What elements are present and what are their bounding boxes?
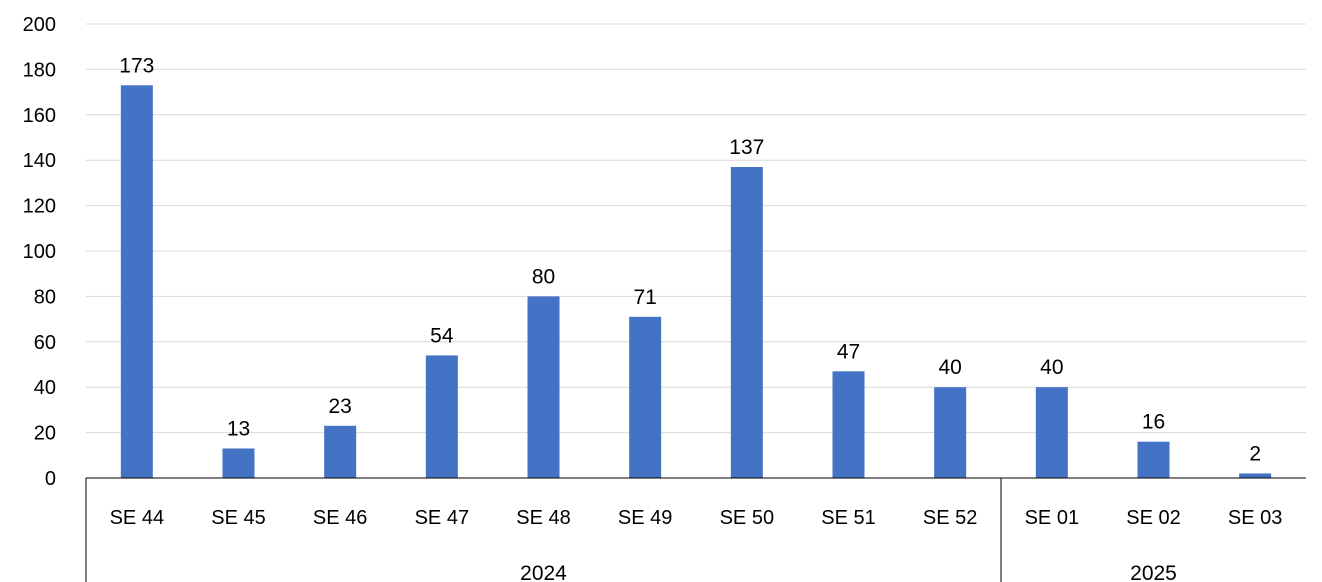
x-tick-label: SE 48 (516, 507, 570, 529)
data-label: 71 (633, 286, 656, 309)
data-label: 16 (1142, 411, 1165, 434)
x-tick-label: SE 49 (618, 507, 672, 529)
y-tick-label: 140 (23, 150, 56, 172)
data-labels: 173 13 23 54 80 71 137 47 40 40 16 2 (119, 54, 1261, 465)
bar (1239, 473, 1272, 478)
y-tick-label: 200 (23, 14, 56, 36)
data-label: 40 (1040, 356, 1063, 379)
bar (1137, 441, 1170, 478)
x-tick-label: SE 51 (821, 507, 875, 529)
data-label: 40 (938, 356, 961, 379)
bar (527, 296, 560, 478)
y-tick-label: 160 (23, 105, 56, 127)
x-axis-groups: 2024 2025 (520, 562, 1177, 582)
y-tick-label: 120 (23, 196, 56, 218)
y-tick-label: 0 (45, 468, 56, 490)
bar (425, 355, 458, 478)
bar (222, 448, 255, 478)
data-label: 137 (729, 136, 764, 159)
gridlines (86, 23, 1306, 434)
data-label: 80 (532, 265, 555, 288)
x-tick-label: SE 44 (110, 507, 164, 529)
x-tick-label: SE 50 (720, 507, 774, 529)
y-tick-label: 40 (34, 377, 56, 399)
bar (730, 167, 763, 478)
y-tick-label: 20 (34, 423, 56, 445)
x-axis-ticks: SE 44 SE 45 SE 46 SE 47 SE 48 SE 49 SE 50 SE 51… (110, 507, 1283, 529)
x-tick-label: SE 52 (923, 507, 977, 529)
bar (934, 387, 967, 478)
data-label: 13 (227, 417, 250, 440)
x-tick-label: SE 47 (415, 507, 469, 529)
group-label: 2024 (520, 562, 567, 582)
bar (1035, 387, 1068, 478)
y-tick-label: 100 (23, 241, 56, 263)
group-label: 2025 (1130, 562, 1177, 582)
data-label: 23 (328, 395, 351, 418)
bar (324, 425, 357, 478)
y-axis-ticks: 0 20 40 60 80 100 120 140 160 180 200 (23, 14, 56, 490)
bar (120, 85, 153, 478)
x-tick-label: SE 45 (211, 507, 265, 529)
data-label: 2 (1249, 442, 1261, 465)
x-tick-label: SE 46 (313, 507, 367, 529)
y-tick-label: 80 (34, 286, 56, 308)
data-label: 54 (430, 324, 454, 347)
data-label: 173 (119, 54, 154, 77)
y-tick-label: 180 (23, 59, 56, 81)
bars (120, 85, 1272, 478)
x-axis (85, 477, 1306, 582)
bar (629, 316, 662, 478)
x-tick-label: SE 01 (1025, 507, 1079, 529)
x-tick-label: SE 03 (1228, 507, 1282, 529)
bar (832, 371, 865, 478)
y-tick-label: 60 (34, 332, 56, 354)
data-label: 47 (837, 340, 860, 363)
x-tick-label: SE 02 (1126, 507, 1180, 529)
